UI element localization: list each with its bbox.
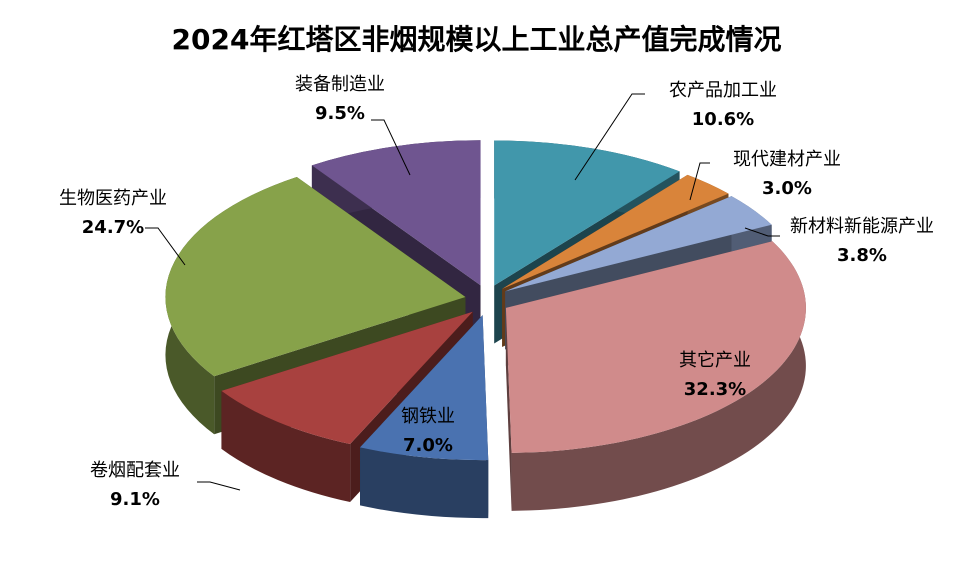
value-label: 10.6%	[691, 109, 755, 130]
slice-name: 其它产业	[679, 350, 751, 371]
value-label: 9.5%	[315, 103, 365, 124]
leader-line	[197, 481, 241, 491]
slice-name: 农产品加工业	[669, 80, 777, 101]
slice-side	[360, 447, 489, 519]
chart-title: 2024年红塔区非烟规模以上工业总产值完成情况	[171, 23, 782, 56]
slice-name: 卷烟配套业	[90, 460, 180, 481]
data-label: 生物医药产业 24.7%	[33, 184, 193, 242]
leader-line	[689, 162, 710, 201]
slice	[502, 174, 729, 289]
slice-side	[221, 390, 351, 503]
slice-name: 生物医药产业	[59, 188, 167, 209]
slice	[221, 311, 473, 445]
slice	[494, 140, 680, 286]
slice-side	[511, 241, 806, 511]
value-label: 3.8%	[837, 245, 887, 266]
slice	[505, 241, 806, 453]
slice	[360, 315, 489, 461]
slice	[311, 140, 481, 286]
leader-line	[574, 93, 645, 181]
leader-line	[744, 227, 780, 237]
slice-face	[505, 307, 512, 511]
value-label: 7.0%	[403, 435, 453, 456]
data-label: 装备制造业 9.5%	[260, 70, 420, 128]
leader-line	[371, 119, 411, 176]
data-label: 钢铁业 7.0%	[378, 402, 478, 460]
data-label: 新材料新能源产业 3.8%	[787, 212, 937, 270]
value-label: 9.1%	[110, 489, 160, 510]
slice-name: 新材料新能源产业	[790, 216, 934, 237]
value-label: 24.7%	[81, 217, 145, 238]
slice	[505, 196, 772, 292]
value-label: 3.0%	[762, 178, 812, 199]
slice	[165, 177, 466, 377]
leader-line	[145, 227, 186, 266]
data-label: 其它产业 32.3%	[635, 346, 795, 404]
slice-name: 装备制造业	[295, 74, 385, 95]
slice-name: 现代建材产业	[733, 149, 841, 170]
value-label: 32.3%	[683, 379, 747, 400]
data-label: 农产品加工业 10.6%	[633, 76, 813, 134]
slice-name: 钢铁业	[401, 406, 455, 427]
data-label: 卷烟配套业 9.1%	[55, 456, 215, 514]
data-label: 现代建材产业 3.0%	[697, 145, 877, 203]
